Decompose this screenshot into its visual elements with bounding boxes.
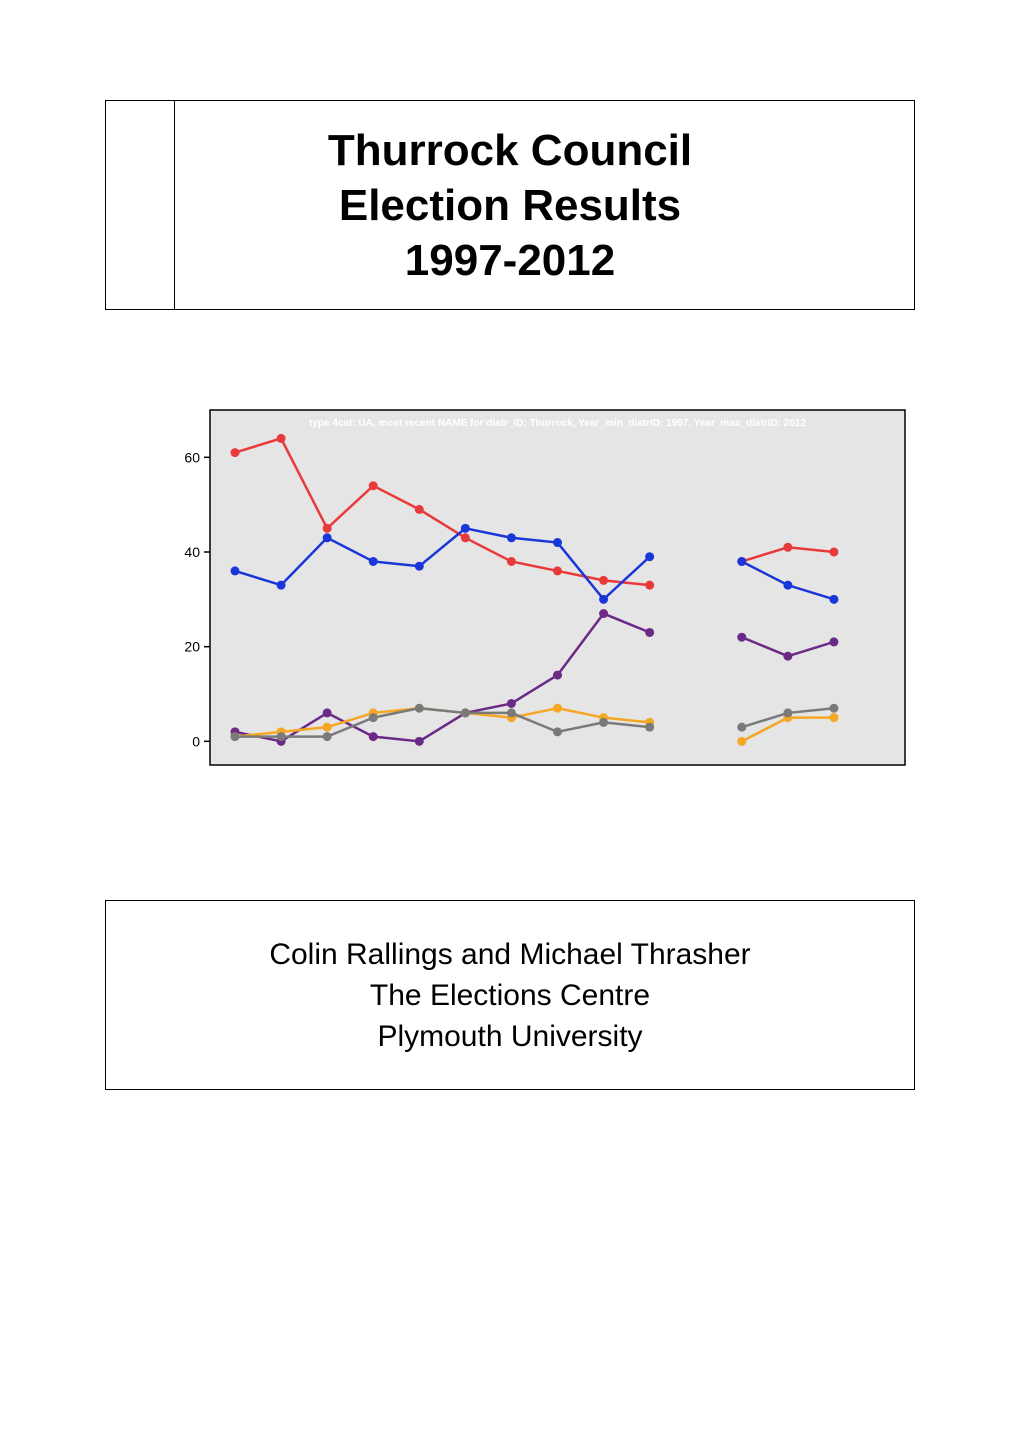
authors-line-1: Colin Rallings and Michael Thrasher [269,935,750,974]
authors-box: Colin Rallings and Michael Thrasher The … [105,900,915,1090]
document-title: Thurrock Council Election Results 1997-2… [328,123,692,288]
title-box: Thurrock Council Election Results 1997-2… [105,100,915,310]
svg-text:40: 40 [184,544,200,560]
title-line-1: Thurrock Council [328,126,692,175]
chart-svg: type 4cat: UA, most recent NAME for dist… [155,400,915,780]
svg-text:0: 0 [192,733,200,749]
svg-text:20: 20 [184,639,200,655]
authors-line-3: Plymouth University [377,1017,642,1056]
svg-text:type 4cat: UA, most recent NAM: type 4cat: UA, most recent NAME for dist… [309,418,806,429]
svg-text:60: 60 [184,449,200,465]
authors-line-2: The Elections Centre [370,976,650,1015]
title-line-2: Election Results [339,181,681,230]
title-left-divider [105,100,175,310]
title-line-3: 1997-2012 [405,236,615,285]
election-chart: type 4cat: UA, most recent NAME for dist… [155,400,915,780]
